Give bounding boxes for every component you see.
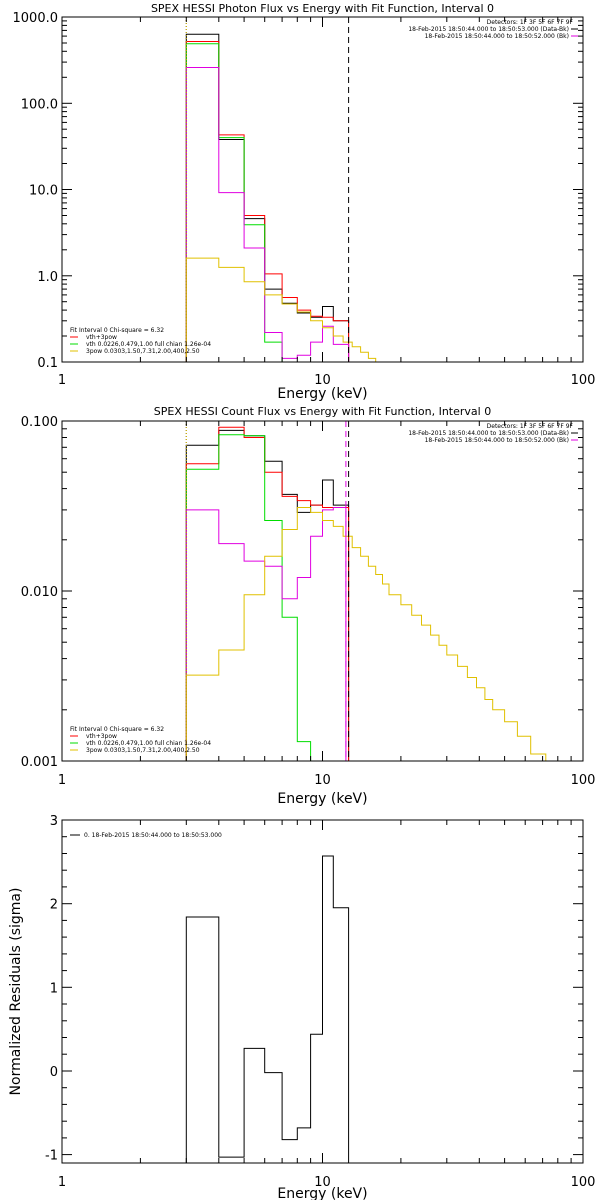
info-text: 18-Feb-2015 18:50:44.000 to 18:50:52.000… <box>425 33 569 40</box>
x-axis-label: Energy (keV) <box>277 1186 367 1200</box>
series-line-4 <box>185 67 350 362</box>
series-group <box>185 426 547 761</box>
y-axis-label: Normalized Residuals (sigma) <box>8 888 24 1096</box>
series-line-5 <box>185 507 547 761</box>
legend-label: vth+3pow <box>86 733 117 740</box>
fit-header: Fit Interval 0 Chi-square = 6.32 <box>70 726 164 733</box>
legend-label: vth 0.0226,0.479,1.00 full chian 1.26e-0… <box>86 740 211 747</box>
legend-label: 3pow 0.0303,1.50,7.31,2.00,400,2.50 <box>86 747 200 754</box>
chart-panel-3: 1 10 100 -1 0 1 2 3 Energy (keV) Normalized Resid… <box>8 814 595 1200</box>
x-axis-label: Energy (keV) <box>277 386 367 402</box>
series-line-2 <box>185 426 350 761</box>
y-tick-label: 0.100 <box>21 415 58 430</box>
y-tick-label: 0.001 <box>21 755 58 770</box>
x-tick-label: 1 <box>58 773 66 788</box>
chart-title: SPEX HESSI Photon Flux vs Energy with Fi… <box>151 2 494 15</box>
series-group <box>185 33 377 362</box>
y-tick-label: 2 <box>50 898 58 913</box>
series-line-3 <box>185 434 323 761</box>
info-text: 18-Feb-2015 18:50:44.000 to 18:50:53.000… <box>408 26 569 33</box>
series-line-1 <box>185 33 350 362</box>
chart-panel-2: SPEX HESSI Count Flux vs Energy with Fit… <box>21 405 596 807</box>
y-tick-label: 0.010 <box>21 585 58 600</box>
series-group <box>185 855 350 1163</box>
info-text: 18-Feb-2015 18:50:44.000 to 18:50:52.000… <box>425 437 569 444</box>
info-text: 18-Feb-2015 18:50:44.000 to 18:50:53.000… <box>408 430 569 437</box>
y-tick-label: 10.0 <box>29 184 58 199</box>
x-tick-label: 100 <box>571 773 596 788</box>
x-tick-label: 100 <box>571 373 596 388</box>
series-line-1 <box>185 429 350 761</box>
series-line-5 <box>185 257 377 362</box>
y-tick-label: -1 <box>45 1149 58 1164</box>
y-tick-label: 0 <box>50 1065 58 1080</box>
x-axis-label: Energy (keV) <box>277 791 367 807</box>
y-tick-label: 1000.0 <box>13 11 59 26</box>
x-tick-label: 10 <box>314 773 331 788</box>
x-tick-label: 100 <box>571 1175 596 1190</box>
x-tick-label: 10 <box>314 373 331 388</box>
x-tick-label: 1 <box>58 373 66 388</box>
series-line-1 <box>185 855 350 1163</box>
legend-label: 3pow 0.0303,1.50,7.31,2.00,400,2.50 <box>86 348 200 355</box>
chart-panel-1: SPEX HESSI Photon Flux vs Energy with Fi… <box>13 2 596 402</box>
chart-title: SPEX HESSI Count Flux vs Energy with Fit… <box>154 405 491 418</box>
legend-label: 0. 18-Feb-2015 18:50:44.000 to 18:50:53.… <box>84 832 222 839</box>
series-line-2 <box>185 41 350 362</box>
x-tick-label: 1 <box>58 1175 66 1190</box>
y-tick-label: 1 <box>50 981 58 996</box>
series-line-3 <box>185 43 283 362</box>
info-text: Detectors: 1F 3F 5F 6F 7F 9F <box>487 423 574 430</box>
y-tick-label: 3 <box>50 814 58 829</box>
legend-label: vth 0.0226,0.479,1.00 full chian 1.26e-0… <box>86 341 211 348</box>
legend-label: vth+3pow <box>86 334 117 341</box>
x-tick-label: 10 <box>314 1175 331 1190</box>
series-line-4 <box>185 507 347 761</box>
y-tick-label: 0.1 <box>37 356 58 371</box>
y-tick-label: 100.0 <box>21 97 58 112</box>
fit-header: Fit Interval 0 Chi-square = 6.32 <box>70 327 164 334</box>
info-text: Detectors: 1F 3F 5F 6F 7F 9F <box>487 19 574 26</box>
y-tick-label: 1.0 <box>37 270 58 285</box>
